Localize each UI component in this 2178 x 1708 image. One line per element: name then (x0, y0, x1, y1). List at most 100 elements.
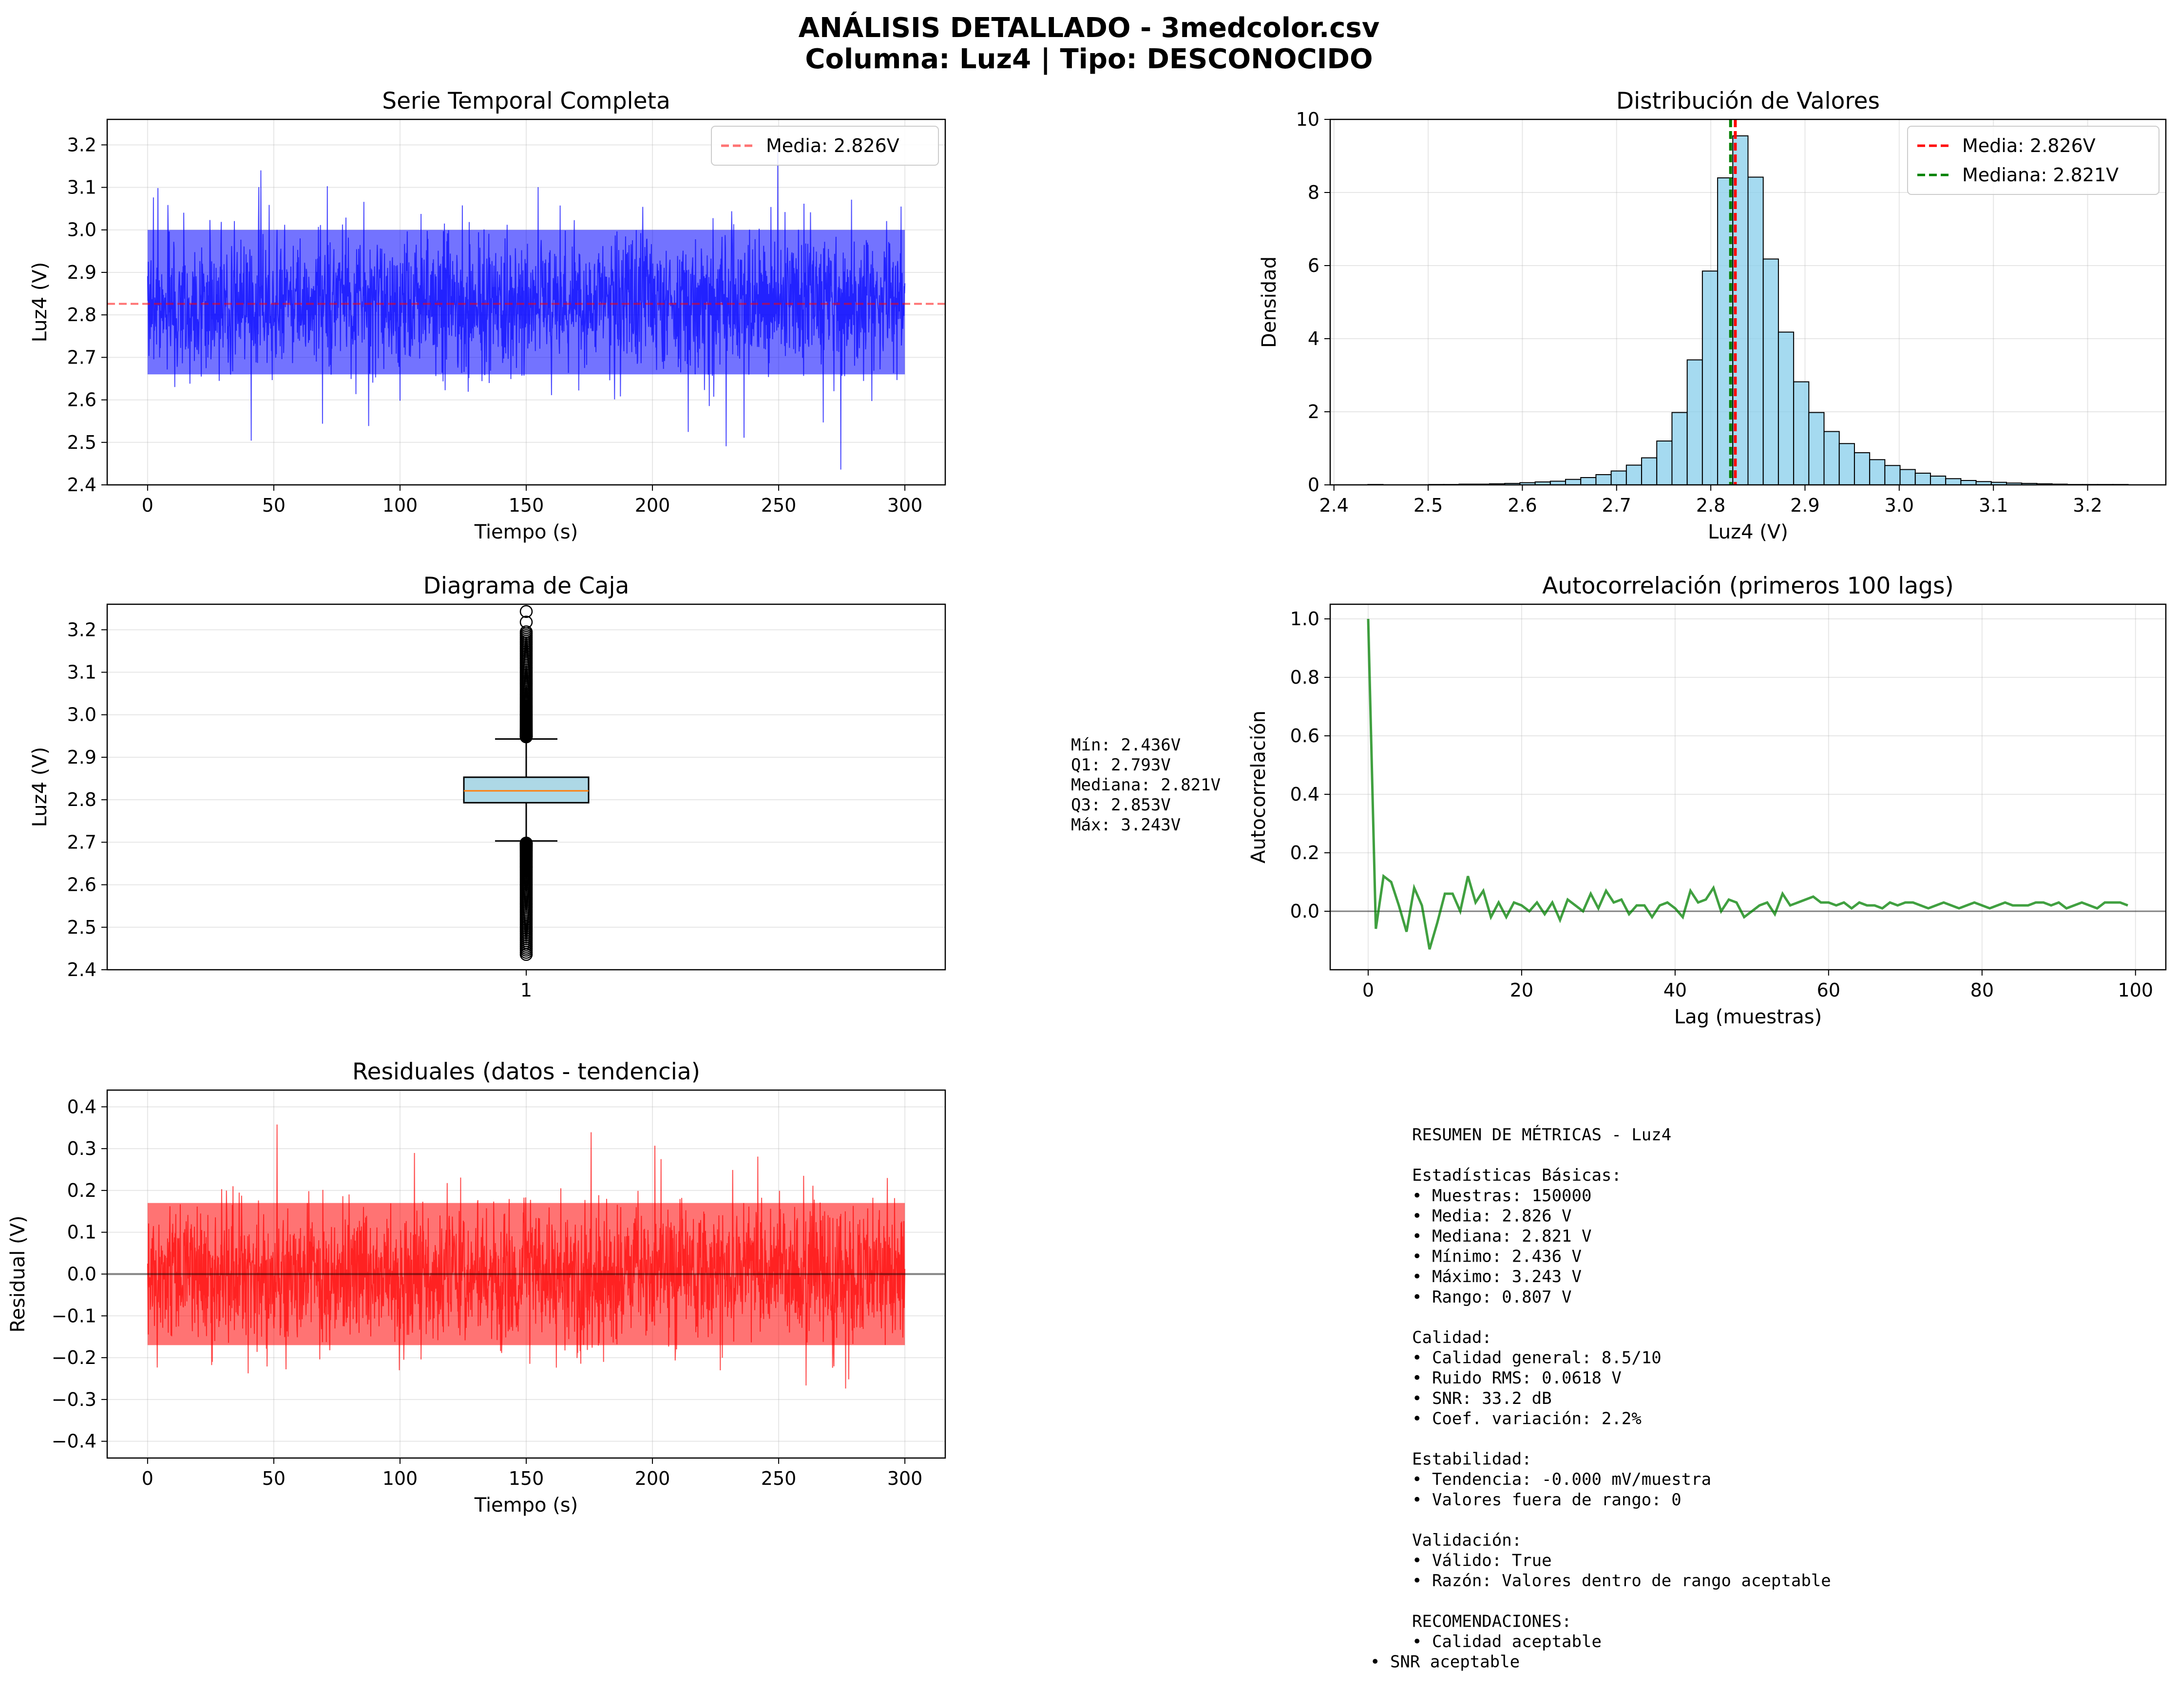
timeseries-ytick-label: 3.2 (67, 134, 96, 155)
figure-title-line1: ANÁLISIS DETALLADO - 3medcolor.csv (798, 12, 1380, 44)
histogram-ytick-label: 4 (1308, 328, 1319, 349)
autocorr-xtick-label: 60 (1817, 979, 1840, 1001)
summary-line: • Válido: True (1412, 1551, 1552, 1571)
boxplot-ytick-label: 2.9 (67, 747, 96, 768)
timeseries-ytick-label: 3.1 (67, 177, 96, 198)
timeseries-legend-label: Media: 2.826V (766, 135, 899, 156)
histogram-bar (1930, 476, 1947, 485)
boxplot-outlier (519, 625, 533, 638)
residuals-xtick-label: 100 (382, 1468, 418, 1489)
histogram-xlabel: Luz4 (V) (1708, 521, 1788, 543)
summary-line: • Máximo: 3.243 V (1412, 1267, 1582, 1286)
timeseries-ytick-label: 2.6 (67, 389, 96, 411)
summary-line: • Ruido RMS: 0.0618 V (1412, 1368, 1622, 1388)
summary-line: • Calidad aceptable (1412, 1632, 1602, 1651)
autocorr-ytick-label: 0.0 (1290, 901, 1319, 922)
timeseries-ytick-label: 2.4 (67, 474, 96, 496)
residuals-xtick-label: 200 (635, 1468, 670, 1489)
summary-line: • Muestras: 150000 (1412, 1186, 1591, 1206)
residuals-frame (106, 1089, 946, 1459)
autocorr-title: Autocorrelación (primeros 100 lags) (1542, 573, 1954, 599)
summary-line: • Calidad general: 8.5/10 (1412, 1348, 1662, 1368)
histogram-bar (1656, 441, 1673, 485)
summary-line: Estadísticas Básicas: (1412, 1166, 1622, 1185)
autocorr-ytick-label: 1.0 (1290, 608, 1319, 630)
histogram-ytick-label: 0 (1308, 474, 1319, 496)
histogram-legend-label: Media: 2.826V (1962, 135, 2096, 156)
timeseries-ytick-label: 3.0 (67, 219, 96, 241)
histogram-bar (1945, 478, 1962, 485)
residuals-ytick-label: −0.3 (52, 1389, 96, 1410)
residuals-ytick-label: 0.0 (67, 1264, 96, 1285)
histogram-legend (1907, 126, 2159, 195)
box-stats-line: Q1: 2.793V (1071, 755, 1171, 775)
residuals-xtick-label: 300 (887, 1468, 923, 1489)
histogram-bar (1853, 452, 1871, 485)
histogram-bar (1869, 459, 1886, 485)
histogram-title: Distribución de Valores (1616, 88, 1880, 115)
timeseries-ytick-label: 2.9 (67, 262, 96, 283)
histogram-xtick-label: 3.1 (1979, 495, 2008, 516)
histogram-bar (1595, 474, 1612, 485)
boxplot-plot-area (463, 605, 590, 961)
boxplot-ytick-label: 2.6 (67, 874, 96, 896)
boxplot-ytick-label: 3.2 (67, 619, 96, 640)
residuals-xtick-label: 50 (262, 1468, 286, 1489)
residuals-ytick-label: 0.2 (67, 1180, 96, 1201)
box-stats-line: Mediana: 2.821V (1071, 775, 1221, 795)
summary-text: RESUMEN DE MÉTRICAS - Luz4 Estadísticas B… (1370, 1125, 1831, 1672)
residuals-signal-band (147, 1203, 905, 1345)
timeseries-ylabel: Luz4 (V) (29, 262, 51, 343)
summary-line: • Razón: Valores dentro de rango aceptab… (1412, 1571, 1831, 1591)
summary-line: • Coef. variación: 2.2% (1412, 1409, 1642, 1428)
timeseries-xtick-label: 50 (262, 495, 286, 516)
autocorr-frame (1329, 603, 2167, 971)
residuals-plot-area (107, 1124, 945, 1389)
histogram-bar (1808, 412, 1825, 485)
timeseries-ytick-label: 2.7 (67, 346, 96, 368)
timeseries-xtick-label: 300 (887, 495, 923, 516)
histogram-xtick-label: 2.5 (1414, 495, 1443, 516)
autocorr-line (1367, 618, 2128, 950)
histogram-ytick-label: 2 (1308, 401, 1319, 422)
histogram-ytick-label: 10 (1296, 109, 1319, 130)
autocorr-ytick-label: 0.8 (1290, 667, 1319, 688)
timeseries-ytick-label: 2.8 (67, 304, 96, 326)
autocorr-ytick-label: 0.6 (1290, 725, 1319, 747)
autocorr-ytick-label: 0.4 (1290, 784, 1319, 805)
autocorr-xtick-label: 40 (1663, 979, 1687, 1001)
figure-title-line2: Columna: Luz4 | Tipo: DESCONOCIDO (805, 43, 1373, 75)
boxplot-title: Diagrama de Caja (423, 573, 630, 599)
residuals-xtick-label: 250 (761, 1468, 797, 1489)
autocorr-xtick-label: 0 (1362, 979, 1374, 1001)
histogram-xtick-label: 3.0 (1885, 495, 1914, 516)
histogram-bar (1747, 176, 1764, 485)
histogram-xtick-label: 2.6 (1508, 495, 1537, 516)
timeseries-plot-area (107, 152, 945, 470)
residuals-ytick-label: −0.1 (52, 1305, 96, 1326)
panel-autocorr: 0 20 40 60 80 100 0.0 0.2 0.4 0.6 0.8 1.0 Autocorrel… (1247, 573, 2167, 1028)
summary-line: • Mínimo: 2.436 V (1412, 1247, 1582, 1267)
residuals-xtick-label: 150 (509, 1468, 544, 1489)
boxplot-outlier (519, 605, 533, 618)
histogram-ytick-label: 8 (1308, 182, 1319, 203)
timeseries-xtick-label: 0 (142, 495, 153, 516)
summary-line: • Rango: 0.807 V (1412, 1287, 1572, 1307)
boxplot-box (463, 776, 590, 804)
histogram-ytick-label: 6 (1308, 255, 1319, 276)
summary-line: Validación: (1412, 1531, 1522, 1550)
summary-line: • Valores fuera de rango: 0 (1412, 1490, 1681, 1510)
histogram-frame (1329, 118, 2167, 486)
timeseries-xtick-label: 150 (509, 495, 544, 516)
panel-residuals: 0 50 100 150 200 250 300 −0.4 −0.3 −0.2 −0.1 0.0 0.1… (7, 1058, 946, 1516)
summary-line: RECOMENDACIONES: (1412, 1612, 1572, 1631)
histogram-xtick-label: 2.9 (1790, 495, 1819, 516)
histogram-bar (1625, 464, 1643, 485)
residuals-title: Residuales (datos - tendencia) (352, 1058, 700, 1085)
autocorr-ytick-label: 0.2 (1290, 842, 1319, 864)
summary-last-line: • SNR aceptable (1370, 1652, 1520, 1672)
timeseries-xtick-label: 100 (382, 495, 418, 516)
residuals-ytick-label: −0.4 (52, 1431, 96, 1452)
histogram-xtick-label: 2.4 (1319, 495, 1349, 516)
